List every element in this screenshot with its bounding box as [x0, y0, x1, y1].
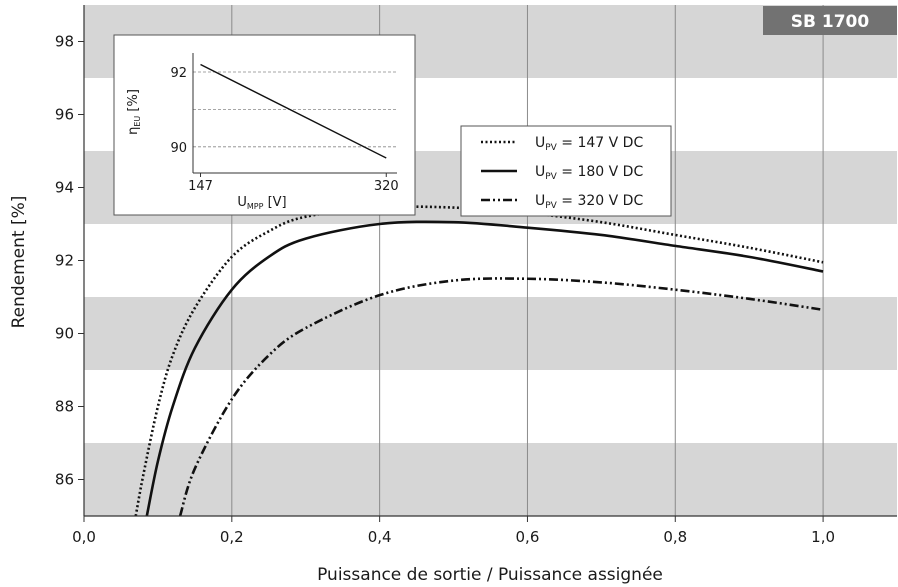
- y-tick-label: 96: [55, 106, 74, 124]
- inset-series: [200, 63, 387, 159]
- legend: UPV = 147 V DC UPV = 180 V DC UPV = 320 …: [460, 125, 672, 217]
- y-tick-label: 98: [55, 33, 74, 51]
- series-line-2: [178, 277, 824, 517]
- y-axis-title: Rendement [%]: [9, 196, 29, 329]
- grey-band: [84, 297, 897, 370]
- inset-y-tick-label: 92: [170, 66, 187, 81]
- x-axis-title: Puissance de sortie / Puissance assignée: [317, 565, 663, 585]
- y-tick-label: 94: [55, 179, 74, 197]
- inset-y-tick-labels: 92 90: [170, 66, 187, 156]
- inset-x-tick-label: 147: [188, 179, 213, 194]
- inset-chart: 92 90 147 320 UMPP [V] ηEU [%]: [113, 34, 416, 216]
- inset-x-axis-title: UMPP [V]: [237, 195, 286, 211]
- inset-x-tick-labels: 147 320: [188, 173, 399, 194]
- grey-band: [84, 443, 897, 516]
- legend-label-180: UPV = 180 V DC: [535, 164, 643, 182]
- x-tick-label: 0,2: [220, 528, 244, 546]
- inset-y-axis-title: ηEU [%]: [126, 89, 142, 135]
- x-tick-label: 0,6: [516, 528, 540, 546]
- legend-label-320: UPV = 320 V DC: [535, 193, 643, 211]
- y-tick-label: 92: [55, 252, 74, 270]
- x-tick-label: 1,0: [811, 528, 835, 546]
- badge-background: [763, 6, 897, 35]
- x-tick-label: 0,8: [663, 528, 687, 546]
- inset-x-tick-label: 320: [374, 179, 399, 194]
- y-tick-label: 86: [55, 471, 74, 489]
- inset-axes: [192, 53, 397, 174]
- model-badge: SB 1700: [763, 6, 897, 35]
- y-tick-label: 88: [55, 398, 74, 416]
- badge-label: SB 1700: [791, 12, 870, 32]
- x-tick-label: 0,0: [72, 528, 96, 546]
- inset-frame: [113, 34, 416, 216]
- series-line-1: [145, 220, 824, 517]
- inset-y-tick-label: 90: [170, 141, 187, 156]
- y-tick-labels: 86 88 90 92 94 96 98: [55, 33, 84, 489]
- inset-series-line: [200, 63, 387, 159]
- legend-label-147: UPV = 147 V DC: [535, 135, 643, 153]
- x-tick-label: 0,4: [368, 528, 392, 546]
- y-tick-label: 90: [55, 325, 74, 343]
- x-tick-labels: 0,0 0,2 0,4 0,6 0,8 1,0: [72, 516, 835, 546]
